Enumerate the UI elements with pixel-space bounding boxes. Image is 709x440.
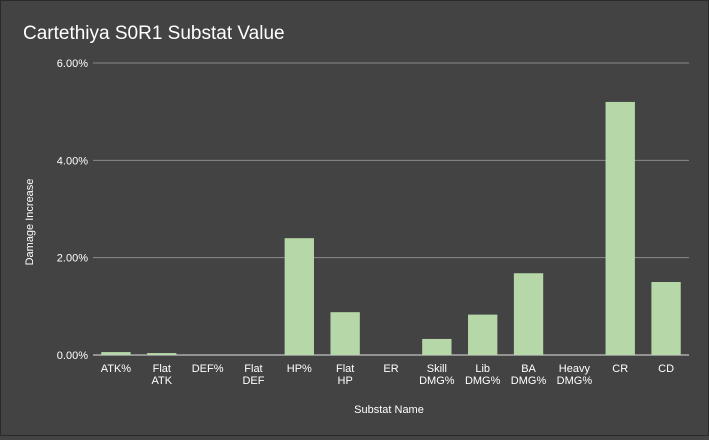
bar bbox=[605, 101, 635, 355]
bar bbox=[101, 352, 131, 355]
x-tick-label: Flat DEF bbox=[242, 363, 264, 387]
x-tick-label: DEF% bbox=[192, 363, 224, 375]
bars bbox=[101, 101, 681, 355]
x-axis-label: Substat Name bbox=[354, 404, 424, 416]
x-tick-label: BA DMG% bbox=[511, 363, 547, 387]
bar bbox=[422, 338, 452, 355]
bar bbox=[513, 273, 544, 355]
bar bbox=[651, 282, 681, 355]
x-tick-label: CR bbox=[612, 363, 628, 375]
y-tick-label: 2.00% bbox=[57, 253, 88, 265]
chart-title: Cartethiya S0R1 Substat Value bbox=[23, 23, 285, 44]
x-tick-label: HP% bbox=[287, 363, 312, 375]
x-tick-label: Flat ATK bbox=[151, 363, 172, 387]
x-tick-label: Heavy DMG% bbox=[557, 363, 593, 387]
bar bbox=[147, 353, 177, 355]
x-tick-label: ATK% bbox=[101, 363, 132, 375]
x-tick-label: Skill DMG% bbox=[419, 363, 455, 387]
y-tick-labels: 0.00% 2.00% 4.00% 6.00% bbox=[57, 58, 88, 362]
y-tick-label: 6.00% bbox=[57, 58, 88, 70]
x-tick-label: CD bbox=[658, 363, 674, 375]
x-tick-label: Lib DMG% bbox=[465, 363, 501, 387]
bar bbox=[468, 314, 498, 355]
y-tick-label: 0.00% bbox=[57, 350, 88, 362]
y-axis-label: Damage Increase bbox=[24, 179, 36, 266]
bar bbox=[284, 238, 314, 355]
bar bbox=[330, 312, 360, 355]
x-tick-label: Flat HP bbox=[336, 363, 354, 387]
x-tick-labels: ATK% Flat ATK DEF% Flat DEF HP% Flat HP ER Skill DM… bbox=[101, 363, 674, 387]
y-tick-label: 4.00% bbox=[57, 155, 88, 167]
gridlines bbox=[93, 62, 689, 356]
x-tick-label: ER bbox=[383, 363, 398, 375]
